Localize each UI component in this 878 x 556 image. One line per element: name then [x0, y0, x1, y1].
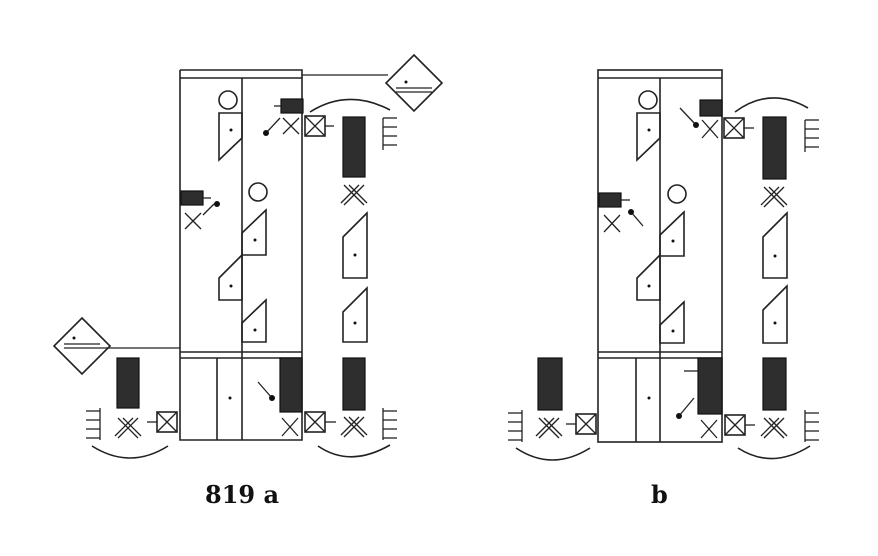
workbench-unit	[86, 357, 178, 459]
circle-symbol	[667, 184, 687, 204]
workbench-unit	[304, 98, 397, 206]
workbench-unit	[508, 357, 597, 461]
wedge-symbol	[636, 253, 661, 301]
wedge-symbol	[659, 210, 685, 257]
asterisk-symbol	[340, 184, 368, 206]
wedge-symbol	[762, 284, 788, 344]
workbench-unit	[723, 97, 819, 208]
wedge-symbol	[241, 298, 267, 343]
circle-symbol	[248, 182, 268, 202]
wedge-symbol	[636, 112, 661, 162]
station-device	[263, 98, 304, 136]
plan-a	[52, 53, 444, 459]
diamond-sign	[384, 53, 444, 113]
station-device	[180, 190, 220, 230]
asterisk-symbol	[760, 186, 788, 208]
wedge-symbol	[241, 208, 267, 256]
station-device	[598, 192, 644, 233]
workbench-unit	[304, 357, 397, 458]
circle-symbol	[638, 90, 658, 110]
workbench-unit	[724, 357, 819, 460]
figure-label-b: b	[651, 480, 668, 509]
asterisk-symbol	[535, 417, 563, 439]
plan-b	[508, 69, 819, 461]
wedge-symbol	[218, 253, 243, 301]
figure-label-a: 819 a	[205, 480, 280, 509]
wedge-symbol	[762, 211, 788, 279]
station-device	[257, 357, 303, 437]
wedge-symbol	[342, 211, 368, 279]
station-device	[676, 357, 723, 439]
asterisk-symbol	[760, 417, 788, 439]
diamond-sign	[52, 316, 112, 376]
asterisk-symbol	[114, 417, 142, 439]
wedge-symbol	[342, 286, 368, 343]
wedge-symbol	[659, 300, 685, 344]
circle-symbol	[218, 90, 238, 110]
station-device	[679, 99, 723, 139]
asterisk-symbol	[340, 416, 368, 438]
wedge-symbol	[218, 112, 243, 162]
